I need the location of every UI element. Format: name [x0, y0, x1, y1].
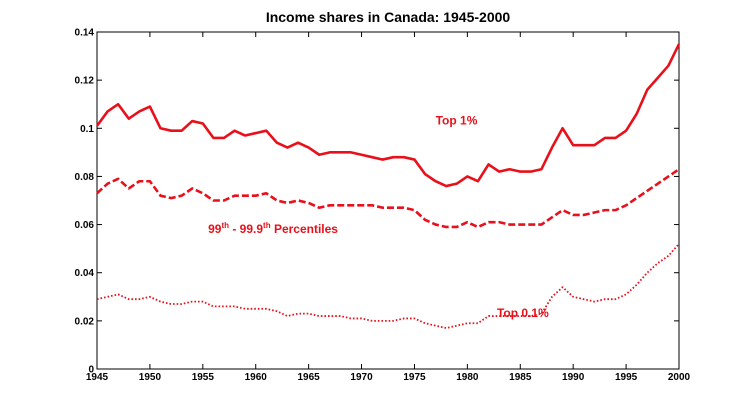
- annotation-mid-part-3: Percentiles: [271, 222, 339, 236]
- series-line-top-0-1: [96, 243, 680, 329]
- y-tick-label-0.02: 0.02: [75, 316, 95, 327]
- series-line-top-1: [95, 43, 681, 188]
- annotation-mid-part-2: - 99.9: [229, 222, 263, 236]
- plot-area-frame: [96, 31, 680, 370]
- y-tick-label-0.08: 0.08: [75, 172, 95, 183]
- annotation-top-1-percent: Top 1%: [436, 114, 478, 128]
- x-tick-label-2000: 2000: [668, 372, 691, 383]
- y-tick-label-0.04: 0.04: [75, 268, 95, 279]
- x-tick-label-1950: 1950: [139, 372, 162, 383]
- series-layer: [95, 43, 681, 329]
- chart-title: Income shares in Canada: 1945-2000: [266, 9, 511, 25]
- x-tick-label-1975: 1975: [403, 372, 426, 383]
- x-tick-label-1955: 1955: [192, 372, 215, 383]
- annotation-top-0-1-percent: Top 0.1%: [497, 306, 549, 320]
- x-tick-label-1945: 1945: [86, 372, 109, 383]
- series-line-99th-99-9th-percentiles: [96, 168, 680, 229]
- y-tick-label-0.06: 0.06: [75, 220, 95, 231]
- annotation-mid-sup-2: th: [263, 221, 271, 230]
- x-tick-label-1970: 1970: [350, 372, 373, 383]
- x-tick-label-1995: 1995: [615, 372, 638, 383]
- x-tick-label-1980: 1980: [456, 372, 479, 383]
- x-tick-label-1960: 1960: [245, 372, 268, 383]
- x-tick-label-1965: 1965: [298, 372, 321, 383]
- y-tick-label-0.14: 0.14: [75, 28, 95, 39]
- y-tick-label-0: 0: [88, 365, 94, 376]
- y-tick-label-0.12: 0.12: [75, 76, 95, 87]
- axis-ticks: 1945 1950 1955 1960 1965 1970 1975 1980 1985 1990…: [75, 28, 691, 384]
- x-tick-label-1990: 1990: [562, 372, 585, 383]
- annotation-mid-part-1: 99: [208, 222, 222, 236]
- x-tick-label-1985: 1985: [509, 372, 532, 383]
- annotation-mid-sup-1: th: [221, 221, 229, 230]
- y-tick-label-0.1: 0.1: [80, 124, 94, 135]
- annotation-99th-99-9th-percentiles: 99th - 99.9th Percentiles: [208, 221, 338, 236]
